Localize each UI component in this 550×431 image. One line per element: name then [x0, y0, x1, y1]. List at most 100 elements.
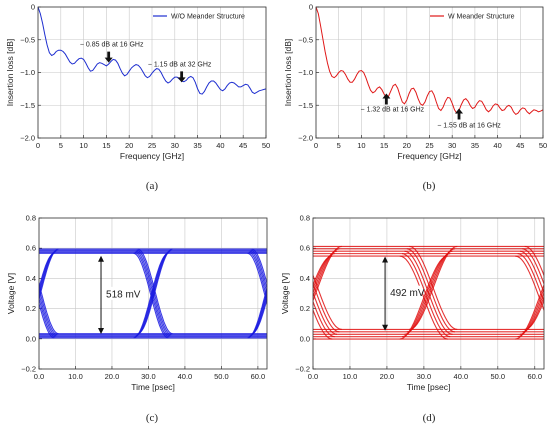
x-tick-label: 60.0: [251, 372, 266, 381]
x-tick-label: 10.0: [68, 372, 83, 381]
legend-label: W Meander Structure: [448, 14, 515, 21]
y-tick-label: −1.5: [298, 101, 313, 110]
series-line: [38, 7, 266, 95]
eye-fall-trace: [399, 255, 448, 340]
x-tick-label: 30.0: [141, 372, 156, 381]
eye-fall-trace: [248, 251, 267, 301]
x-tick-label: 0: [314, 141, 318, 150]
y-tick-label: −2.0: [298, 134, 313, 143]
eye-fall-trace: [134, 251, 170, 338]
x-tick-label: 5: [337, 141, 341, 150]
x-tick-label: 50: [539, 141, 547, 150]
eye-rise-trace: [251, 297, 267, 335]
y-tick-label: −0.2: [21, 365, 36, 374]
eye-fall-trace: [313, 308, 333, 340]
x-axis-label: Frequency [GHz]: [120, 151, 184, 161]
annotation-arrow: [455, 108, 464, 120]
eye-fall-trace: [517, 253, 544, 304]
eye-fall-trace: [409, 245, 458, 330]
y-tick-label: 0: [31, 3, 35, 12]
x-tick-label: 20: [403, 141, 411, 150]
y-tick-label: −1.5: [20, 101, 35, 110]
x-tick-label: 50.0: [490, 372, 505, 381]
eye-rise-trace: [313, 253, 335, 291]
panel-label: (d): [423, 412, 436, 424]
x-tick-label: 10: [79, 141, 87, 150]
eye-opening-arrowhead: [382, 256, 389, 263]
eye-fall-trace: [137, 248, 173, 335]
eye-fall-trace: [39, 286, 58, 336]
y-tick-label: 0.0: [300, 334, 310, 343]
eye-fall-trace: [313, 300, 335, 338]
x-tick-label: 30: [448, 141, 456, 150]
eye-fall-trace: [39, 291, 57, 337]
x-axis-label: Time [psec]: [131, 382, 175, 392]
eye-fall-trace: [39, 281, 59, 335]
x-tick-label: 45: [239, 141, 247, 150]
eye-fall-trace: [313, 273, 342, 330]
x-tick-label: 0.0: [34, 372, 44, 381]
eye-fall-trace: [519, 250, 544, 295]
y-axis-label: Voltage [V]: [280, 273, 290, 314]
y-axis-label: Insertion loss [dB]: [283, 39, 293, 107]
y-tick-label: 0.4: [26, 274, 36, 283]
x-tick-label: 35: [193, 141, 201, 150]
eye-traces: [313, 245, 544, 340]
plot-frame: [37, 6, 267, 139]
annotation-arrow: [104, 51, 113, 63]
x-tick-label: 50: [262, 141, 270, 150]
eye-fall-trace: [524, 245, 544, 277]
x-tick-label: 30: [171, 141, 179, 150]
y-tick-label: −0.5: [298, 35, 313, 44]
x-axis-label: Time [psec]: [407, 382, 451, 392]
annotation-arrow: [177, 71, 186, 83]
x-tick-label: 15: [380, 141, 388, 150]
x-tick-label: 40.0: [178, 372, 193, 381]
y-axis-label: Voltage [V]: [6, 273, 16, 314]
eye-fall-trace: [251, 248, 267, 286]
x-tick-label: 25: [148, 141, 156, 150]
y-tick-label: −2.0: [20, 134, 35, 143]
panel-label: (c): [146, 412, 159, 424]
eye-opening-arrowhead: [382, 324, 389, 331]
x-tick-label: 40: [216, 141, 224, 150]
eye-fall-trace: [135, 250, 171, 337]
legend-label: W/O Meander Structure: [171, 14, 245, 21]
eye-fall-trace: [39, 296, 56, 338]
eye-fall-trace: [401, 253, 451, 338]
x-tick-label: 60.0: [527, 372, 542, 381]
eye-fall-trace: [39, 301, 55, 339]
eye-fall-trace: [247, 252, 267, 306]
annotation-label: − 1.32 dB at 16 GHz: [361, 106, 425, 113]
eye-fall-trace: [313, 291, 338, 335]
annotation-arrow: [382, 93, 391, 105]
x-tick-label: 20.0: [105, 372, 120, 381]
x-tick-label: 50.0: [214, 372, 229, 381]
eye-fall-trace: [313, 282, 340, 333]
y-tick-label: 0.2: [26, 304, 36, 313]
x-tick-label: 35: [471, 141, 479, 150]
annotation-label: − 1.15 dB at 32 GHz: [148, 61, 212, 68]
eye-fall-trace: [136, 249, 172, 336]
x-tick-label: 30.0: [417, 372, 432, 381]
x-tick-label: 15: [102, 141, 110, 150]
y-tick-label: 0.2: [300, 304, 310, 313]
eye-rise-trace: [39, 251, 56, 293]
x-axis-label: Frequency [GHz]: [397, 151, 461, 161]
x-tick-label: 10.0: [343, 372, 358, 381]
eye-fall-trace: [522, 248, 544, 286]
panel-label: (a): [146, 180, 159, 192]
series-line: [316, 7, 543, 116]
x-tick-label: 0: [36, 141, 40, 150]
eye-opening-label: 518 mV: [106, 289, 141, 300]
eye-rise-trace: [524, 298, 544, 330]
y-tick-label: −1.0: [20, 68, 35, 77]
x-tick-label: 0.0: [308, 372, 318, 381]
x-tick-label: 20: [125, 141, 133, 150]
y-tick-label: 0.8: [26, 214, 36, 223]
eye-opening-label-bg: [104, 286, 139, 300]
y-tick-label: 0: [309, 3, 313, 12]
plot-frame: [315, 6, 544, 139]
y-tick-label: 0.0: [26, 334, 36, 343]
